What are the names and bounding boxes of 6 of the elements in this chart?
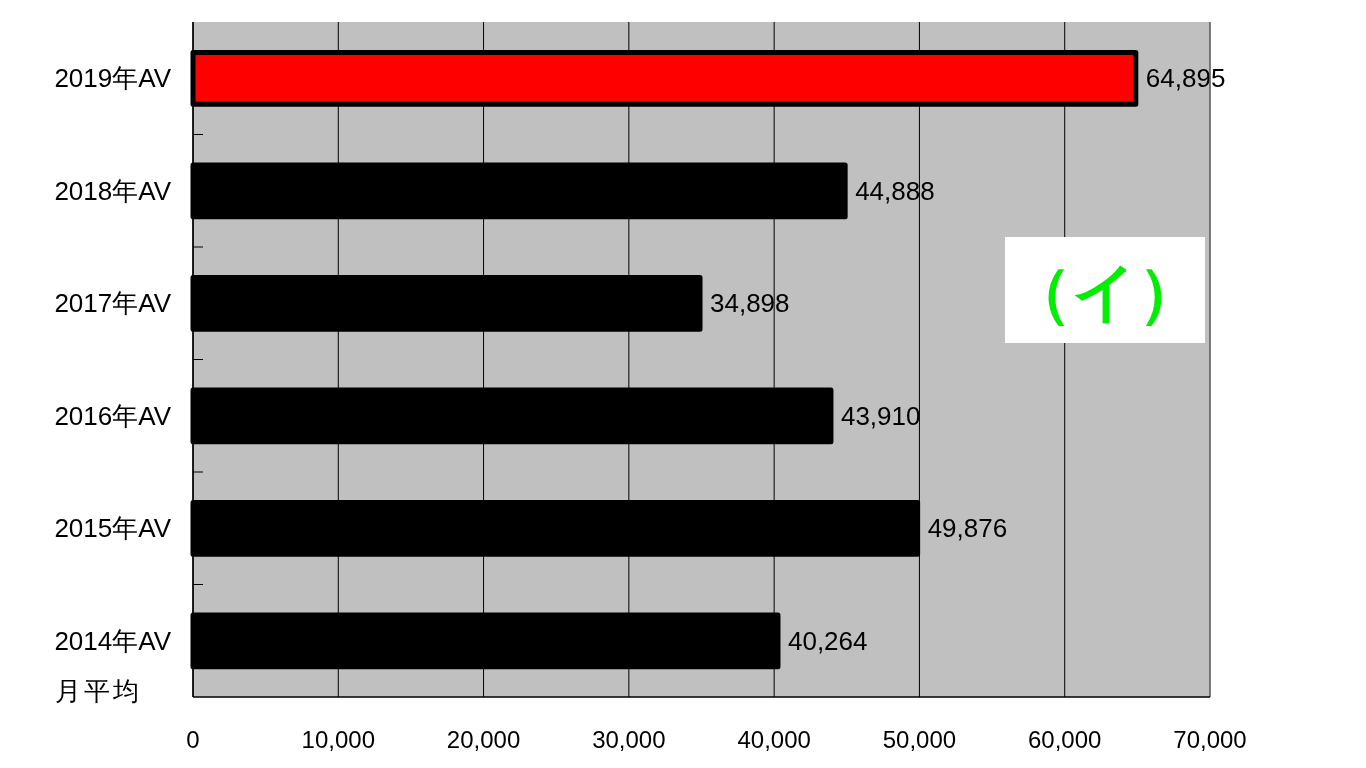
y-tick-label: 2015年AV: [54, 513, 172, 544]
y-tick-label: 2014年AV: [54, 625, 172, 656]
y-tick-label: 2016年AV: [54, 400, 172, 431]
y-tick-label: 2019年AV: [54, 63, 172, 94]
y-tick-label: 2018年AV: [54, 175, 172, 206]
y-tick-label: 2017年AV: [54, 288, 172, 319]
